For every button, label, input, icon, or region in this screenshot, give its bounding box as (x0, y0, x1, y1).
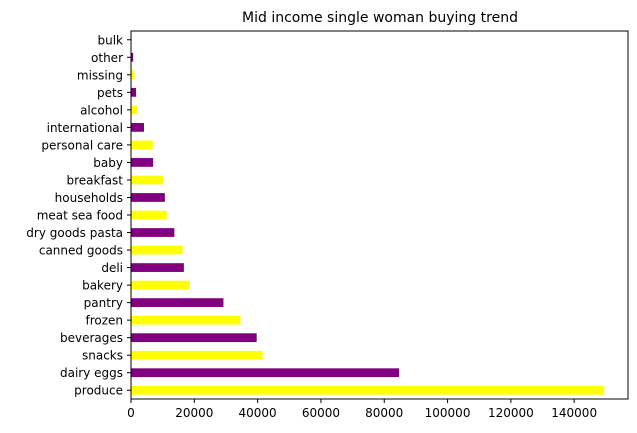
bar-dairy-eggs (131, 368, 400, 378)
x-tick-label: 120000 (488, 406, 534, 420)
y-tick-label: missing (77, 68, 123, 82)
x-tick-label: 40000 (239, 406, 277, 420)
bars-group (131, 35, 605, 395)
x-tick-label: 80000 (365, 406, 403, 420)
y-tick-label: frozen (85, 314, 123, 328)
bar-deli (131, 263, 184, 272)
bar-alcohol (131, 105, 138, 115)
bar-canned-goods (131, 245, 183, 255)
y-tick-label: meat sea food (37, 209, 123, 223)
chart-title: Mid income single woman buying trend (242, 10, 518, 26)
y-axis: produce dairy eggs snacks beverages frozen pa… (26, 33, 131, 398)
y-tick-label: bulk (97, 33, 123, 47)
bar-snacks (131, 350, 263, 360)
bar-baby (131, 158, 154, 167)
bar-pantry (131, 298, 224, 307)
y-tick-label: other (91, 51, 123, 65)
y-tick-label: pantry (84, 296, 123, 310)
x-tick-label: 140000 (551, 406, 597, 420)
bar-meat-sea-food (131, 210, 167, 220)
y-tick-label: alcohol (80, 103, 123, 117)
y-tick-label: pets (97, 86, 123, 100)
y-tick-label: canned goods (39, 244, 123, 258)
y-tick-label: households (55, 191, 123, 205)
x-tick-label: 20000 (175, 406, 213, 420)
y-tick-label: dry goods pasta (26, 226, 123, 240)
bar-other (131, 52, 134, 62)
bar-frozen (131, 315, 241, 325)
y-tick-label: baby (93, 156, 123, 170)
y-tick-label: beverages (60, 331, 123, 345)
bar-beverages (131, 333, 257, 343)
x-tick-label: 60000 (302, 406, 340, 420)
bar-pets (131, 87, 137, 97)
bar-dry-goods-pasta (131, 228, 175, 237)
y-tick-label: snacks (82, 349, 123, 363)
y-tick-label: personal care (41, 138, 123, 152)
bar-breakfast (131, 175, 163, 185)
bar-international (131, 123, 144, 132)
x-tick-label: 100000 (425, 406, 471, 420)
bar-personal-care (131, 140, 153, 150)
x-tick-label: 0 (127, 406, 135, 420)
y-tick-label: produce (74, 384, 123, 398)
y-tick-label: breakfast (66, 173, 123, 187)
y-tick-label: dairy eggs (60, 366, 123, 380)
y-tick-label: bakery (82, 279, 123, 293)
y-tick-label: international (47, 121, 123, 135)
bar-bakery (131, 280, 190, 290)
bar-households (131, 193, 165, 202)
bar-produce (131, 385, 605, 395)
y-tick-label: deli (101, 261, 123, 275)
plot-frame (130, 30, 629, 400)
x-axis: 0 20000 40000 60000 80000 100000 120000 140000 (127, 399, 597, 420)
bar-missing (131, 70, 135, 80)
